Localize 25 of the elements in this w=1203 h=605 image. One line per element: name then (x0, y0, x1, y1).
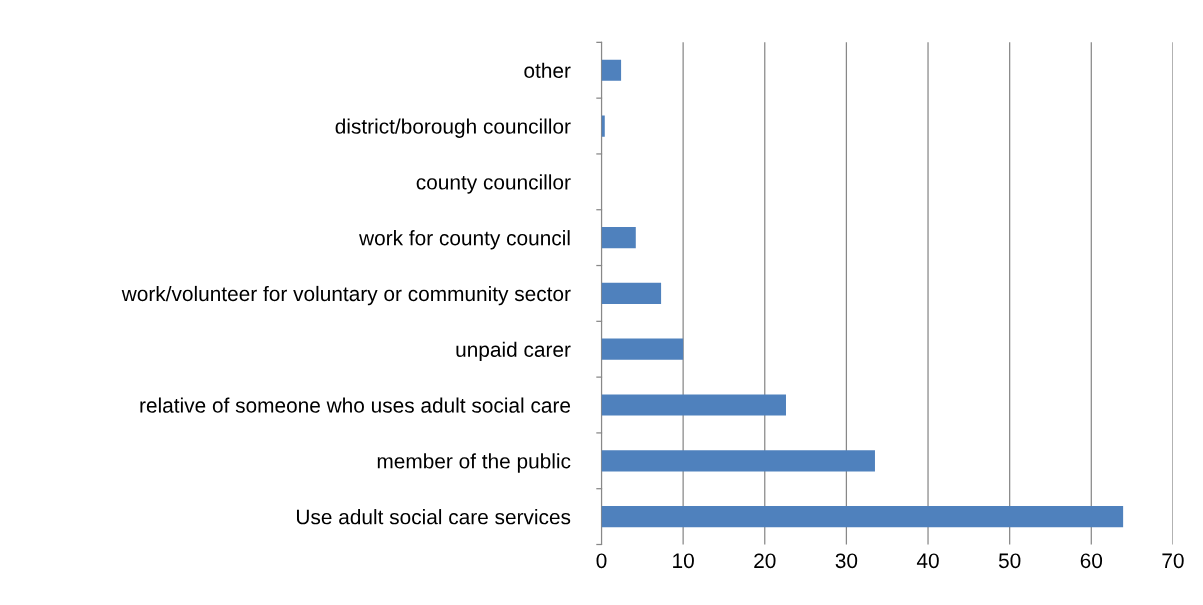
x-tick-label: 20 (754, 553, 776, 569)
bar (601, 506, 1124, 528)
bar (601, 227, 636, 249)
y-tick-label: district/borough councillor (335, 118, 571, 138)
x-tick-label: 0 (596, 553, 607, 569)
bar (601, 282, 662, 305)
y-tick-label: member of the public (377, 453, 571, 473)
x-tick-label: 50 (998, 553, 1021, 569)
x-tick-label: 30 (835, 553, 858, 569)
x-tick-label: 70 (1162, 553, 1184, 569)
x-tick-label: 60 (1080, 553, 1103, 569)
y-tick-label: work/volunteer for voluntary or community sector (121, 285, 571, 306)
y-tick-label: county councillor (416, 174, 571, 194)
y-tick-label: other (524, 62, 571, 78)
x-tick-label: 40 (916, 553, 939, 569)
y-tick-label: Use adult social care services (296, 509, 571, 525)
y-tick-label: unpaid carer (456, 341, 571, 362)
bar (601, 450, 875, 472)
x-tick-label: 10 (673, 553, 694, 569)
bar (601, 59, 622, 81)
bar (601, 338, 684, 360)
bar (601, 115, 605, 137)
y-tick-label: work for county council (359, 230, 570, 250)
bar (601, 394, 786, 416)
y-tick-label: relative of someone who uses adult social care (140, 397, 571, 413)
